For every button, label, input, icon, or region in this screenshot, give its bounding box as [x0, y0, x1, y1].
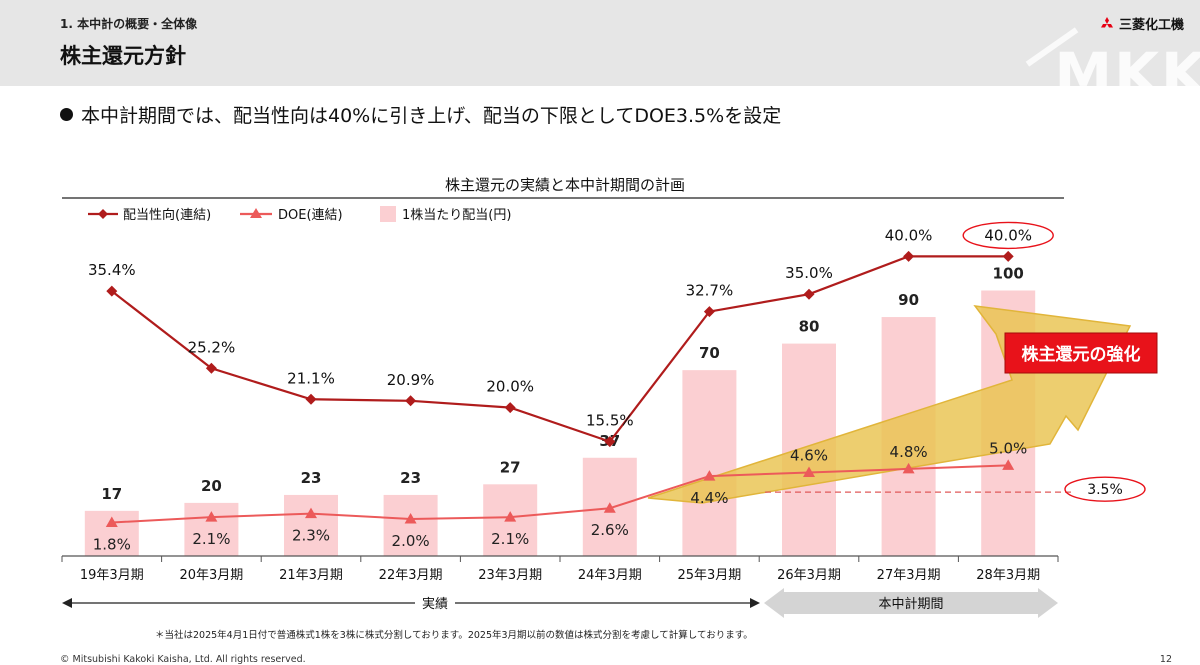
payout-ratio-line [111, 255, 1009, 443]
x-axis-tick-label: 28年3月期 [976, 568, 1040, 583]
payout-ratio-label: 25.2% [188, 338, 236, 356]
copyright: © Mitsubishi Kakoki Kaisha, Ltd. All rig… [60, 654, 306, 665]
payout-ratio-point [106, 285, 118, 297]
doe-point [1002, 459, 1015, 470]
dividend-bar [383, 494, 438, 556]
dividend-value-label: 80 [799, 318, 820, 336]
doe-value-label: 1.8% [93, 536, 131, 554]
doe-value-label: 4.8% [890, 443, 928, 461]
payout-highlight-circle [962, 221, 1054, 250]
x-axis-tick-label: 26年3月期 [777, 568, 841, 583]
payout-ratio-point [604, 436, 616, 448]
doe-value-label: 2.1% [491, 530, 529, 548]
x-axis-tick-label: 27年3月期 [877, 568, 941, 583]
legend-doe-marker [250, 208, 262, 218]
doe-point [305, 507, 317, 519]
payout-ratio-point [1002, 250, 1014, 262]
dividend-value-label: 23 [400, 469, 421, 487]
x-axis-tick-label: 24年3月期 [578, 568, 642, 583]
legend-doe-label: DOE(連結) [278, 208, 343, 223]
bullet-dot-icon [60, 108, 73, 121]
doe-point [902, 462, 915, 474]
doe-floor-circle [1064, 476, 1146, 502]
doe-floor-label: 3.5% [1087, 482, 1123, 498]
header-band: MKK 1. 本中計の概要・全体像 株主還元方針 三菱化工機 [0, 0, 1200, 86]
dividend-value-label: 27 [500, 458, 521, 476]
doe-value-label: 2.3% [292, 527, 330, 545]
doe-line [111, 464, 1009, 524]
doe-value-label: 4.4% [690, 489, 728, 507]
callout-box [1004, 332, 1158, 374]
doe-value-label: 4.6% [790, 446, 828, 464]
x-axis-tick-label: 19年3月期 [80, 568, 144, 583]
doe-point [803, 466, 815, 477]
footnote: ＊当社は2025年4月1日付で普通株式1株を3株に株式分割しております。2025… [155, 630, 753, 641]
payout-ratio-label: 35.0% [785, 264, 833, 282]
mkk-watermark: MKK [1054, 40, 1200, 86]
chart-title: 株主還元の実績と本中計期間の計画 [445, 176, 685, 194]
policy-bullet: 本中計期間では、配当性向は40%に引き上げ、配当の下限としてDOE3.5%を設定 [60, 101, 781, 128]
actual-arrow-right-icon [750, 598, 760, 608]
actual-arrow-left-icon [62, 598, 72, 608]
dividend-value-label: 20 [201, 477, 222, 495]
doe-value-label: 5.0% [989, 439, 1027, 457]
doe-point [404, 512, 417, 524]
policy-text: 本中計期間では、配当性向は40%に引き上げ、配当の下限としてDOE3.5%を設定 [81, 105, 782, 127]
callout-label: 株主還元の強化 [1022, 344, 1141, 365]
legend-dividend-label: 1株当たり配当(円) [402, 208, 511, 223]
payout-ratio-point [504, 402, 516, 414]
dividend-value-label: 100 [993, 265, 1024, 283]
x-axis-tick-label: 22年3月期 [379, 568, 443, 583]
dividend-bar [682, 370, 737, 556]
dividend-value-label: 70 [699, 344, 720, 362]
x-axis-tick-label: 20年3月期 [179, 568, 243, 583]
plan-period-arrow-icon [764, 588, 1058, 618]
doe-point [504, 511, 517, 522]
payout-ratio-point [205, 362, 217, 374]
payout-ratio-point [405, 395, 417, 407]
payout-ratio-label: 40.0% [885, 226, 933, 244]
x-axis-tick-label: 23年3月期 [478, 568, 542, 583]
payout-ratio-label: 35.4% [88, 261, 136, 279]
three-diamonds-icon [1100, 16, 1113, 27]
legend-payout-marker [98, 209, 108, 219]
company-logo: 三菱化工機 [1099, 14, 1184, 33]
doe-point [205, 511, 218, 522]
payout-ratio-label: 20.0% [486, 378, 534, 396]
page-number: 12 [1159, 654, 1172, 665]
dividend-value-label: 17 [101, 485, 122, 503]
payout-ratio-label: 15.5% [586, 412, 634, 430]
dividend-value-label: 90 [898, 291, 919, 309]
section-label: 1. 本中計の概要・全体像 [60, 17, 198, 31]
payout-ratio-label: 21.1% [287, 369, 335, 387]
doe-value-label: 2.6% [591, 521, 629, 539]
doe-point [603, 502, 616, 513]
doe-value-label: 2.0% [392, 532, 430, 550]
doe-point [703, 470, 716, 481]
x-axis-tick-label: 25年3月期 [677, 568, 741, 583]
plan-period-label: 本中計期間 [878, 596, 943, 612]
actual-label-bg [415, 593, 455, 613]
actual-period-label: 実績 [422, 596, 448, 612]
doe-point [105, 516, 118, 528]
company-name: 三菱化工機 [1118, 18, 1184, 33]
dividend-bar [284, 494, 338, 556]
legend-dividend-swatch [380, 206, 396, 222]
payout-ratio-label: 20.9% [387, 371, 435, 389]
x-axis-tick-label: 21年3月期 [279, 568, 343, 583]
page-title: 株主還元方針 [60, 44, 186, 68]
legend-payout-label: 配当性向(連結) [123, 207, 211, 223]
dividend-value-label: 23 [301, 469, 322, 487]
payout-ratio-point [803, 288, 815, 300]
payout-ratio-point [703, 306, 715, 318]
payout-ratio-point [903, 250, 915, 262]
doe-value-label: 2.1% [192, 530, 230, 548]
payout-ratio-label: 32.7% [686, 282, 734, 300]
payout-ratio-point [305, 393, 317, 405]
payout-ratio-label: 40.0% [984, 226, 1032, 244]
